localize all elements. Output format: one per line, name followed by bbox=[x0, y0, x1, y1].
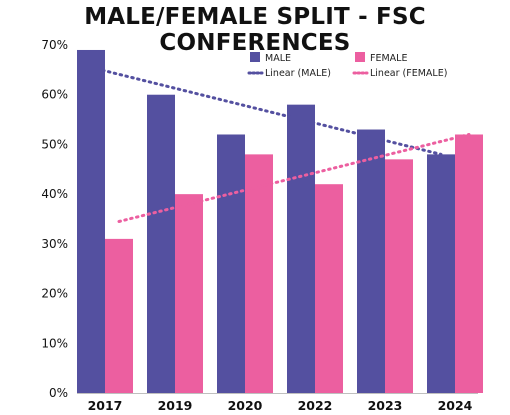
y-tick-label: 10% bbox=[41, 336, 68, 350]
y-tick-label: 0% bbox=[49, 386, 68, 400]
x-tick-label: 2020 bbox=[228, 398, 263, 413]
x-tick-label: 2017 bbox=[88, 398, 123, 413]
bar-male-2017 bbox=[77, 49, 105, 393]
legend-swatch-female bbox=[355, 52, 365, 62]
y-tick-label: 30% bbox=[41, 237, 68, 251]
bar-female-2020 bbox=[245, 154, 273, 393]
bar-female-2017 bbox=[105, 238, 133, 393]
bar-male-2020 bbox=[217, 134, 245, 393]
x-tick-label: 2022 bbox=[298, 398, 333, 413]
bar-male-2024 bbox=[427, 154, 455, 393]
legend-label-linear-male: Linear (MALE) bbox=[265, 68, 331, 79]
bar-male-2023 bbox=[357, 129, 385, 393]
trendline-male bbox=[89, 65, 443, 156]
x-tick-label: 2019 bbox=[158, 398, 193, 413]
y-axis: 0% 10% 20% 30% 40% 50% 60% 70% bbox=[41, 38, 68, 400]
bar-male-2019 bbox=[147, 94, 175, 393]
y-tick-label: 70% bbox=[41, 38, 68, 52]
x-tick-label: 2023 bbox=[368, 398, 403, 413]
bar-female-2023 bbox=[385, 159, 413, 393]
x-axis: 2017 2019 2020 2022 2023 2024 bbox=[77, 393, 478, 413]
chart-title: MALE/FEMALE SPLIT - FSC CONFERENCES bbox=[84, 4, 426, 56]
bar-male-2022 bbox=[287, 104, 315, 394]
legend-swatch-male bbox=[250, 52, 260, 62]
y-tick-label: 60% bbox=[41, 88, 68, 102]
bar-female-2019 bbox=[175, 194, 203, 393]
y-tick-label: 20% bbox=[41, 287, 68, 301]
legend-label-female: FEMALE bbox=[370, 53, 407, 64]
legend-label-male: MALE bbox=[265, 53, 291, 64]
y-tick-label: 40% bbox=[41, 187, 68, 201]
legend: MALE FEMALE Linear (MALE) Linear (FEMALE… bbox=[247, 52, 447, 79]
trendline-female bbox=[117, 132, 471, 223]
trendlines-layer bbox=[89, 65, 471, 223]
x-tick-label: 2024 bbox=[438, 398, 473, 413]
y-tick-label: 50% bbox=[41, 137, 68, 151]
bars-layer bbox=[77, 49, 483, 394]
bar-female-2022 bbox=[315, 184, 343, 393]
bar-female-2024 bbox=[455, 134, 483, 393]
legend-label-linear-female: Linear (FEMALE) bbox=[370, 68, 447, 79]
